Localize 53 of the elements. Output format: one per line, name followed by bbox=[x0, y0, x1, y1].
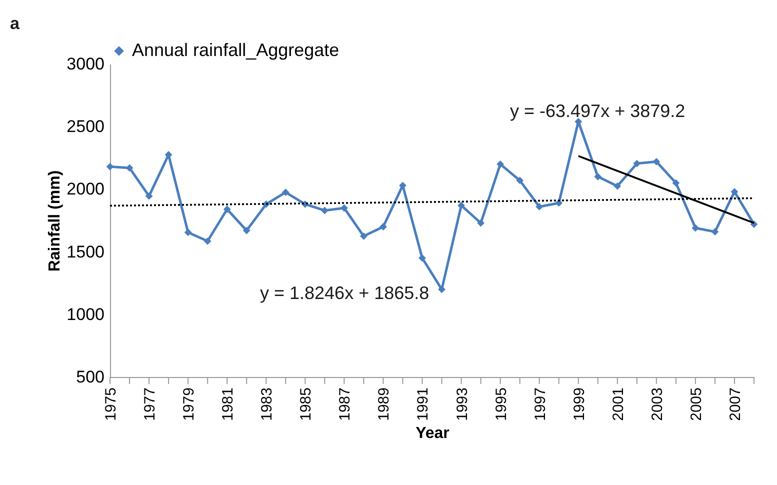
x-tick-label: 1983 bbox=[258, 388, 276, 421]
point bbox=[652, 158, 660, 166]
annotation: y = 1.8246x + 1865.8 bbox=[260, 283, 430, 303]
point bbox=[204, 237, 212, 245]
point bbox=[340, 204, 348, 212]
point bbox=[320, 206, 328, 214]
x-tick-label: 1977 bbox=[142, 388, 159, 421]
point bbox=[692, 224, 700, 232]
x-tick-label: 1995 bbox=[492, 388, 510, 421]
point bbox=[242, 226, 250, 234]
y-tick-label: 2000 bbox=[66, 180, 104, 199]
legend-label: Annual rainfall_Aggregate bbox=[132, 40, 340, 60]
y-tick-label: 500 bbox=[76, 368, 104, 386]
x-tick-label: 1985 bbox=[298, 388, 315, 421]
x-axis-title: Year bbox=[416, 424, 450, 442]
text: a bbox=[10, 14, 20, 33]
point bbox=[145, 192, 153, 200]
x-tick-label: 1989 bbox=[376, 388, 393, 421]
x-tick-label: 1979 bbox=[180, 388, 198, 421]
point bbox=[184, 228, 192, 236]
point bbox=[496, 160, 504, 168]
annotation: y = -63.497x + 3879.2 bbox=[510, 101, 686, 121]
point bbox=[711, 228, 719, 236]
point bbox=[418, 254, 426, 262]
point bbox=[730, 188, 738, 196]
x-tick-label: 2001 bbox=[610, 388, 627, 421]
point bbox=[458, 202, 465, 210]
x-tick-label: 2007 bbox=[726, 388, 744, 421]
x-tick-label: 1975 bbox=[102, 388, 120, 421]
point bbox=[672, 179, 680, 187]
x-tick-label: 1993 bbox=[454, 388, 471, 421]
point bbox=[594, 172, 602, 180]
point bbox=[360, 232, 368, 240]
x-tick-label: 1981 bbox=[220, 388, 237, 421]
x-tick-label: 1997 bbox=[532, 388, 549, 421]
point bbox=[633, 160, 641, 168]
y-tick-label: 1500 bbox=[66, 242, 104, 262]
y-tick-label: 2500 bbox=[66, 117, 104, 136]
point bbox=[223, 206, 231, 213]
y-tick-label: 1000 bbox=[66, 304, 104, 324]
x-tick-label: 2003 bbox=[648, 388, 666, 421]
point bbox=[106, 162, 114, 170]
point bbox=[380, 223, 387, 230]
x-tick-label: 2005 bbox=[688, 388, 705, 421]
x-tick-label: 1987 bbox=[336, 388, 354, 421]
point bbox=[536, 203, 544, 210]
point bbox=[282, 188, 290, 196]
x-tick-label: 1991 bbox=[414, 388, 432, 421]
point bbox=[516, 176, 524, 184]
y-axis-title: Rainfall (mm) bbox=[46, 170, 64, 272]
x-tick-label: 1999 bbox=[570, 388, 588, 421]
point bbox=[614, 182, 622, 190]
y-tick-label: 3000 bbox=[66, 54, 104, 74]
